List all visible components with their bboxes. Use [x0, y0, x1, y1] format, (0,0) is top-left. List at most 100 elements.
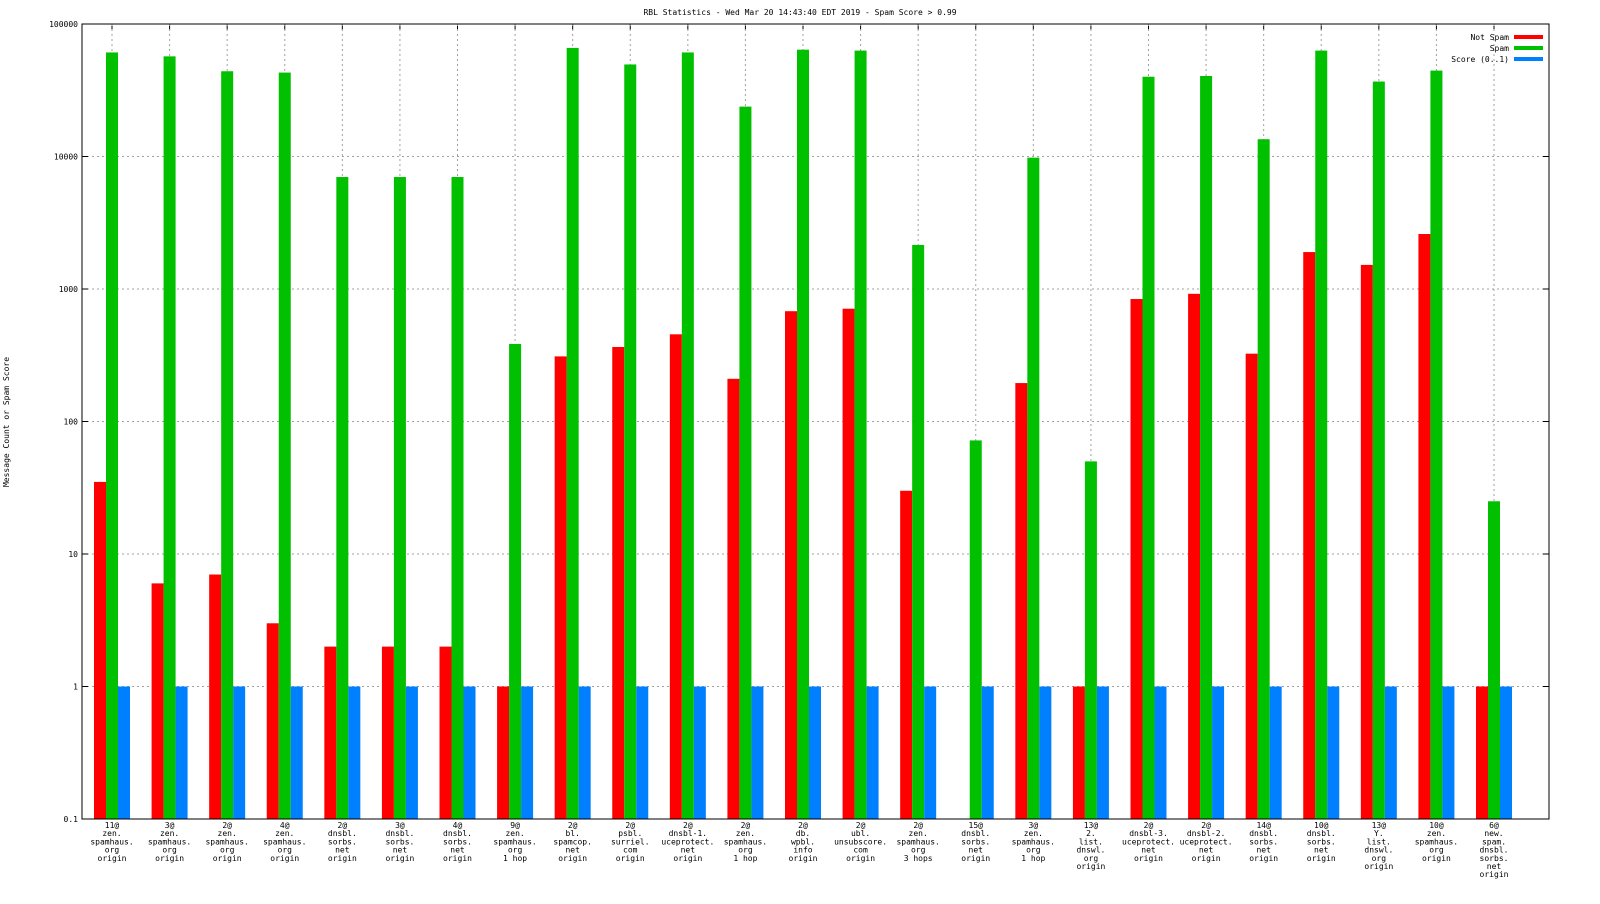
legend-swatch: [1514, 46, 1543, 50]
x-tick-label: org: [1429, 846, 1444, 855]
x-tick-label: org: [911, 846, 926, 855]
x-tick-label: zen.: [736, 829, 755, 838]
bar-not-spam: [381, 646, 394, 819]
bar-spam: [1084, 461, 1097, 819]
bar-not-spam: [497, 686, 510, 819]
bar-spam: [1372, 81, 1385, 820]
y-tick-label: 1000: [59, 285, 78, 294]
x-tick-label: 3@: [165, 821, 175, 830]
x-tick-label: origin: [443, 854, 472, 863]
x-tick-label: psbl.: [618, 829, 642, 838]
x-tick-label: net: [335, 846, 350, 855]
x-tick-label: net: [393, 846, 408, 855]
x-tick-label: origin: [616, 854, 645, 863]
x-tick-label: dnsbl-2.: [1187, 829, 1226, 838]
y-tick-label: 1: [73, 683, 78, 692]
x-tick-label: info: [793, 846, 812, 855]
x-tick-label: net: [969, 846, 984, 855]
bar-not-spam: [1015, 383, 1028, 819]
bar-not-spam: [1245, 353, 1258, 819]
x-tick-label: origin: [1364, 862, 1393, 871]
x-tick-label: origin: [1480, 870, 1509, 879]
chart-title: RBL Statistics - Wed Mar 20 14:43:40 EDT…: [643, 8, 956, 17]
x-tick-label: 6@: [1489, 821, 1499, 830]
bar-spam: [912, 244, 925, 819]
x-tick-label: dnsbl.: [1307, 829, 1336, 838]
x-tick-label: spamcop.: [553, 837, 592, 846]
bar-score: [290, 686, 303, 819]
x-tick-label: origin: [1307, 854, 1336, 863]
x-tick-label: 13@: [1084, 821, 1099, 830]
bar-spam: [393, 177, 406, 819]
x-tick-label: 2@: [741, 821, 751, 830]
x-tick-label: spamhaus.: [1012, 837, 1055, 846]
x-tick-label: spamhaus.: [90, 837, 133, 846]
x-tick-label: sorbs.: [1249, 837, 1278, 846]
x-tick-label: org: [1084, 854, 1099, 863]
x-tick-label: 2@: [913, 821, 923, 830]
x-tick-label: surriel.: [611, 837, 650, 846]
x-tick-label: 2@: [625, 821, 635, 830]
x-tick-label: net: [1199, 846, 1214, 855]
x-tick-label: com: [853, 846, 868, 855]
x-tick-label: 10@: [1314, 821, 1329, 830]
x-tick-label: dnsbl.: [328, 829, 357, 838]
x-tick-label: zen.: [1427, 829, 1446, 838]
bar-spam: [451, 177, 464, 819]
x-tick-label: uceprotect.: [661, 837, 714, 846]
bar-score: [175, 686, 188, 819]
y-tick-label: 10: [68, 550, 78, 559]
x-tick-label: 14@: [1256, 821, 1271, 830]
bar-score: [578, 686, 591, 819]
x-tick-label: 2@: [798, 821, 808, 830]
bar-spam: [336, 177, 349, 819]
x-tick-label: net: [450, 846, 465, 855]
bar-not-spam: [727, 378, 740, 819]
x-tick-label: dnsbl.: [961, 829, 990, 838]
x-tick-label: 4@: [453, 821, 463, 830]
bar-spam: [1315, 50, 1328, 819]
x-tick-label: zen.: [102, 829, 121, 838]
bar-score: [1154, 686, 1167, 819]
legend-label: Score (0..1): [1451, 55, 1509, 64]
bar-spam: [509, 343, 522, 819]
bar-score: [809, 686, 821, 819]
bar-not-spam: [785, 311, 797, 819]
bar-score: [463, 686, 476, 819]
bar-spam: [1200, 76, 1213, 819]
x-tick-label: org: [738, 846, 753, 855]
bar-spam: [1142, 76, 1155, 819]
x-tick-label: origin: [1076, 862, 1105, 871]
x-tick-label: org: [508, 846, 523, 855]
x-tick-label: 3@: [395, 821, 405, 830]
bar-score: [1096, 686, 1109, 819]
bar-spam: [624, 64, 637, 819]
y-tick-label: 100000: [49, 20, 78, 29]
legend-swatch: [1514, 57, 1543, 61]
x-tick-label: list.: [1079, 837, 1103, 846]
bar-spam: [566, 47, 579, 820]
bar-score: [1384, 686, 1397, 819]
bar-score: [1212, 686, 1225, 819]
x-tick-label: bl.: [565, 829, 579, 838]
legend-label: Not Spam: [1470, 33, 1509, 42]
x-tick-label: spamhaus.: [205, 837, 248, 846]
x-tick-label: 11@: [105, 821, 120, 830]
bar-score: [866, 686, 879, 819]
x-tick-label: new.: [1484, 829, 1503, 838]
bar-score: [924, 686, 937, 819]
x-tick-label: origin: [673, 854, 702, 863]
bar-not-spam: [266, 623, 279, 819]
bar-not-spam: [1418, 234, 1431, 819]
x-tick-label: dnsbl-1.: [669, 829, 708, 838]
bar-score: [405, 686, 418, 819]
x-tick-label: org: [1372, 854, 1387, 863]
bar-not-spam: [900, 490, 913, 819]
bar-score: [1327, 686, 1340, 819]
x-tick-label: spamhaus.: [148, 837, 191, 846]
bar-spam: [1430, 70, 1443, 820]
x-tick-label: zen.: [909, 829, 928, 838]
bar-spam: [1257, 139, 1270, 819]
x-tick-label: spamhaus.: [724, 837, 767, 846]
x-tick-label: 2@: [683, 821, 693, 830]
